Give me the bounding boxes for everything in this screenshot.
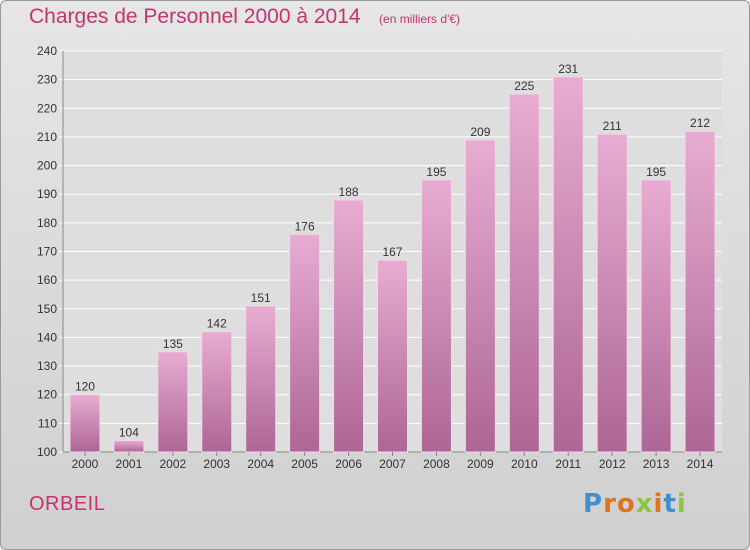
bar-value-label: 167 bbox=[382, 245, 402, 259]
bar bbox=[640, 179, 672, 453]
logo-letter: x bbox=[635, 489, 654, 519]
city-label: ORBEIL bbox=[29, 493, 106, 515]
bar bbox=[69, 394, 101, 453]
bar bbox=[157, 351, 189, 453]
y-tick-label: 240 bbox=[37, 44, 57, 58]
bar bbox=[552, 76, 584, 453]
y-tick-label: 230 bbox=[37, 73, 57, 87]
bar-value-label: 212 bbox=[690, 116, 710, 130]
x-tick-label: 2009 bbox=[467, 457, 494, 471]
x-tick-label: 2007 bbox=[379, 457, 406, 471]
logo-letter: i bbox=[676, 489, 687, 519]
bar-value-label: 211 bbox=[603, 119, 622, 133]
bar-value-label: 135 bbox=[163, 337, 183, 351]
logo-letter: t bbox=[663, 489, 677, 519]
logo-letter: r bbox=[603, 489, 617, 519]
bar-value-label: 195 bbox=[646, 165, 666, 179]
bar-value-label: 142 bbox=[207, 317, 227, 331]
x-tick-label: 2012 bbox=[599, 457, 626, 471]
bar-value-label: 231 bbox=[558, 62, 578, 76]
bar-value-label: 188 bbox=[339, 185, 359, 199]
bar bbox=[245, 305, 277, 453]
y-tick-label: 140 bbox=[37, 330, 57, 344]
bar-value-label: 104 bbox=[119, 426, 139, 440]
x-tick-label: 2008 bbox=[423, 457, 450, 471]
bar bbox=[420, 179, 452, 453]
chart-title: Charges de Personnel 2000 à 2014 bbox=[29, 5, 361, 28]
y-tick-label: 210 bbox=[37, 130, 57, 144]
brand-logo: Proxiti bbox=[583, 489, 687, 519]
y-tick-label: 200 bbox=[37, 159, 57, 173]
logo-letter: o bbox=[616, 489, 636, 519]
x-tick-label: 2004 bbox=[247, 457, 274, 471]
y-tick-label: 180 bbox=[37, 216, 57, 230]
bar bbox=[377, 259, 408, 453]
bar-value-label: 195 bbox=[426, 165, 446, 179]
x-tick-label: 2005 bbox=[291, 457, 318, 471]
logo-letter: i bbox=[653, 489, 664, 519]
x-tick-label: 2011 bbox=[555, 457, 581, 471]
bar bbox=[289, 233, 321, 453]
y-tick-label: 160 bbox=[37, 273, 57, 287]
y-tick-label: 100 bbox=[37, 445, 57, 459]
bar-value-label: 120 bbox=[75, 380, 95, 394]
y-tick-label: 190 bbox=[37, 187, 57, 201]
bar-value-label: 151 bbox=[251, 291, 271, 305]
bar-value-label: 225 bbox=[514, 79, 534, 93]
chart-subtitle: (en milliers d'€) bbox=[379, 12, 461, 26]
bar-value-label: 209 bbox=[470, 125, 490, 139]
y-tick-label: 150 bbox=[37, 302, 57, 316]
x-tick-label: 2014 bbox=[687, 457, 714, 471]
x-tick-label: 2013 bbox=[643, 457, 670, 471]
x-tick-label: 2003 bbox=[203, 457, 230, 471]
y-tick-label: 110 bbox=[38, 416, 57, 430]
y-tick-label: 220 bbox=[37, 101, 57, 115]
chart-header: Charges de Personnel 2000 à 2014 (en mil… bbox=[29, 5, 460, 29]
bar bbox=[201, 331, 233, 453]
bar bbox=[508, 93, 540, 453]
logo-letter: P bbox=[583, 489, 604, 519]
bar bbox=[464, 139, 496, 453]
bar bbox=[684, 130, 716, 453]
x-tick-label: 2010 bbox=[511, 457, 538, 471]
x-tick-label: 2001 bbox=[116, 457, 143, 471]
x-tick-label: 2000 bbox=[72, 457, 99, 471]
bar bbox=[596, 133, 628, 453]
bar bbox=[113, 440, 145, 453]
bar-value-label: 176 bbox=[295, 219, 315, 233]
y-tick-label: 120 bbox=[37, 388, 57, 402]
bar bbox=[333, 199, 365, 453]
x-tick-label: 2006 bbox=[335, 457, 362, 471]
y-tick-label: 130 bbox=[37, 359, 57, 373]
x-tick-label: 2002 bbox=[159, 457, 186, 471]
y-tick-label: 170 bbox=[37, 245, 57, 259]
